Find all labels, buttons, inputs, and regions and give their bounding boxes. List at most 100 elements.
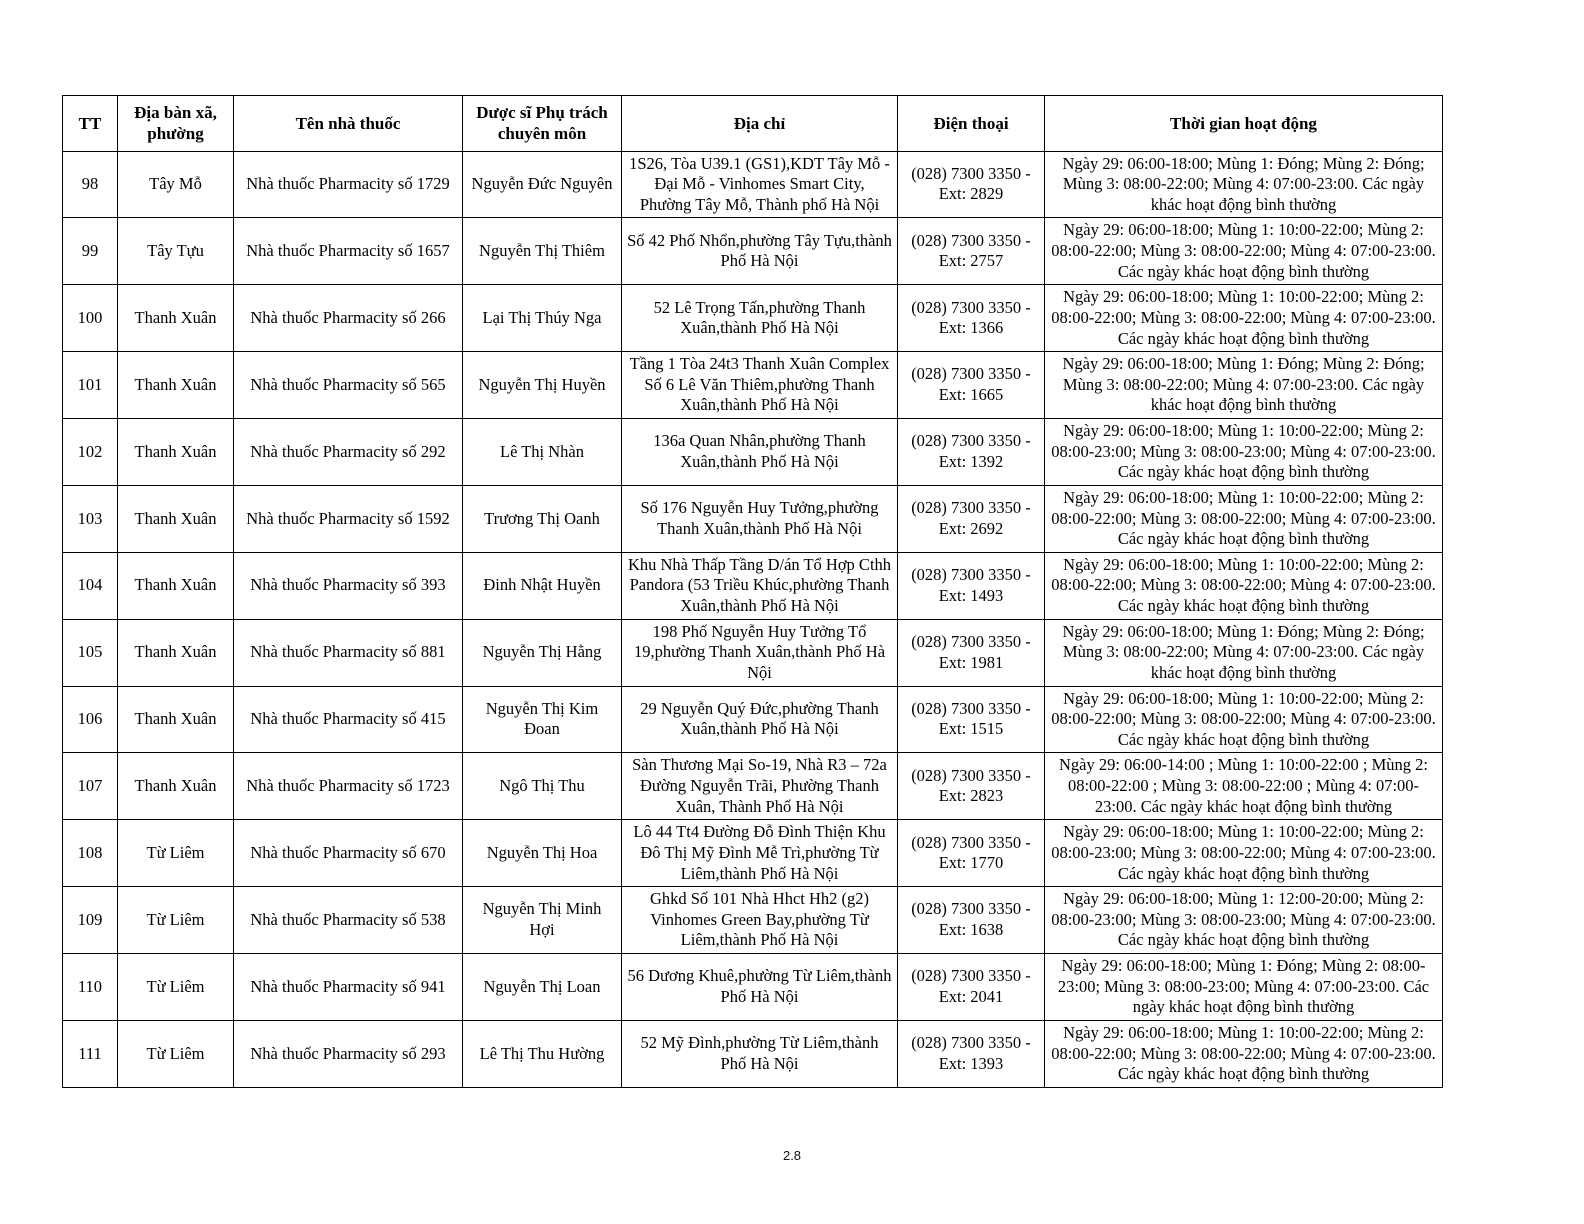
cell-tt: 108 xyxy=(62,819,118,888)
cell-phone: (028) 7300 3350 - Ext: 1638 xyxy=(897,886,1045,954)
cell-tt: 104 xyxy=(62,551,118,620)
cell-phone: (028) 7300 3350 - Ext: 1770 xyxy=(897,819,1045,888)
col-header-pharmacist: Dược sĩ Phụ trách chuyên môn xyxy=(462,95,622,152)
cell-ward: Thanh Xuân xyxy=(117,618,234,687)
cell-pharmacy: Nhà thuốc Pharmacity số 1723 xyxy=(233,752,463,821)
table-row: 110 Từ Liêm Nhà thuốc Pharmacity số 941 … xyxy=(62,953,1443,1021)
table-body: 98 Tây Mỗ Nhà thuốc Pharmacity số 1729 N… xyxy=(62,150,1443,1088)
cell-phone: (028) 7300 3350 - Ext: 1366 xyxy=(897,284,1045,353)
cell-phone: (028) 7300 3350 - Ext: 1393 xyxy=(897,1019,1045,1088)
cell-pharmacy: Nhà thuốc Pharmacity số 1657 xyxy=(233,217,463,286)
cell-ward: Từ Liêm xyxy=(117,819,234,888)
cell-pharmacy: Nhà thuốc Pharmacity số 538 xyxy=(233,886,463,954)
cell-pharmacy: Nhà thuốc Pharmacity số 1592 xyxy=(233,484,463,553)
table-row: 107 Thanh Xuân Nhà thuốc Pharmacity số 1… xyxy=(62,752,1443,821)
table-row: 106 Thanh Xuân Nhà thuốc Pharmacity số 4… xyxy=(62,685,1443,754)
table-row: 105 Thanh Xuân Nhà thuốc Pharmacity số 8… xyxy=(62,618,1443,687)
cell-pharmacist: Lê Thị Nhàn xyxy=(462,418,622,486)
cell-tt: 106 xyxy=(62,685,118,754)
cell-tt: 101 xyxy=(62,351,118,419)
cell-pharmacist: Nguyễn Thị Hằng xyxy=(462,618,622,687)
table-row: 100 Thanh Xuân Nhà thuốc Pharmacity số 2… xyxy=(62,284,1443,353)
col-header-address: Địa chỉ xyxy=(621,95,898,152)
cell-tt: 109 xyxy=(62,886,118,954)
table-row: 108 Từ Liêm Nhà thuốc Pharmacity số 670 … xyxy=(62,819,1443,888)
cell-pharmacist: Lê Thị Thu Hường xyxy=(462,1019,622,1088)
cell-hours: Ngày 29: 06:00-18:00; Mùng 1: Đóng; Mùng… xyxy=(1044,150,1443,219)
cell-address: 56 Dương Khuê,phường Từ Liêm,thành Phố H… xyxy=(621,953,898,1021)
cell-pharmacist: Nguyễn Thị Huyền xyxy=(462,351,622,419)
cell-phone: (028) 7300 3350 - Ext: 1981 xyxy=(897,618,1045,687)
cell-hours: Ngày 29: 06:00-18:00; Mùng 1: Đóng; Mùng… xyxy=(1044,953,1443,1021)
cell-pharmacy: Nhà thuốc Pharmacity số 565 xyxy=(233,351,463,419)
cell-pharmacist: Nguyễn Thị Kim Đoan xyxy=(462,685,622,754)
table-header-row: TT Địa bàn xã, phường Tên nhà thuốc Dược… xyxy=(62,95,1443,152)
cell-ward: Từ Liêm xyxy=(117,886,234,954)
table-row: 99 Tây Tựu Nhà thuốc Pharmacity số 1657 … xyxy=(62,217,1443,286)
cell-tt: 105 xyxy=(62,618,118,687)
cell-hours: Ngày 29: 06:00-18:00; Mùng 1: 12:00-20:0… xyxy=(1044,886,1443,954)
cell-pharmacy: Nhà thuốc Pharmacity số 1729 xyxy=(233,150,463,219)
cell-address: Số 176 Nguyễn Huy Tưởng,phường Thanh Xuâ… xyxy=(621,484,898,553)
cell-pharmacist: Nguyễn Thị Loan xyxy=(462,953,622,1021)
cell-hours: Ngày 29: 06:00-18:00; Mùng 1: Đóng; Mùng… xyxy=(1044,618,1443,687)
cell-hours: Ngày 29: 06:00-18:00; Mùng 1: 10:00-22:0… xyxy=(1044,819,1443,888)
cell-phone: (028) 7300 3350 - Ext: 2829 xyxy=(897,150,1045,219)
col-header-tt: TT xyxy=(62,95,118,152)
table-row: 109 Từ Liêm Nhà thuốc Pharmacity số 538 … xyxy=(62,886,1443,954)
cell-phone: (028) 7300 3350 - Ext: 1515 xyxy=(897,685,1045,754)
cell-tt: 98 xyxy=(62,150,118,219)
cell-hours: Ngày 29: 06:00-18:00; Mùng 1: 10:00-22:0… xyxy=(1044,418,1443,486)
pharmacy-table: TT Địa bàn xã, phường Tên nhà thuốc Dược… xyxy=(62,95,1443,1088)
cell-tt: 100 xyxy=(62,284,118,353)
cell-phone: (028) 7300 3350 - Ext: 2823 xyxy=(897,752,1045,821)
cell-hours: Ngày 29: 06:00-18:00; Mùng 1: 10:00-22:0… xyxy=(1044,284,1443,353)
cell-pharmacy: Nhà thuốc Pharmacity số 670 xyxy=(233,819,463,888)
cell-ward: Từ Liêm xyxy=(117,1019,234,1088)
cell-phone: (028) 7300 3350 - Ext: 1665 xyxy=(897,351,1045,419)
cell-hours: Ngày 29: 06:00-18:00; Mùng 1: 10:00-22:0… xyxy=(1044,551,1443,620)
cell-pharmacist: Lại Thị Thúy Nga xyxy=(462,284,622,353)
cell-ward: Thanh Xuân xyxy=(117,351,234,419)
cell-phone: (028) 7300 3350 - Ext: 2041 xyxy=(897,953,1045,1021)
col-header-ward: Địa bàn xã, phường xyxy=(117,95,234,152)
cell-phone: (028) 7300 3350 - Ext: 1392 xyxy=(897,418,1045,486)
cell-ward: Tây Mỗ xyxy=(117,150,234,219)
cell-address: Lô 44 Tt4 Đường Đỗ Đình Thiện Khu Đô Thị… xyxy=(621,819,898,888)
cell-ward: Thanh Xuân xyxy=(117,284,234,353)
cell-hours: Ngày 29: 06:00-18:00; Mùng 1: 10:00-22:0… xyxy=(1044,217,1443,286)
cell-pharmacist: Nguyễn Thị Minh Hợi xyxy=(462,886,622,954)
page-number: 2.8 xyxy=(782,1148,802,1163)
cell-pharmacist: Trương Thị Oanh xyxy=(462,484,622,553)
cell-ward: Từ Liêm xyxy=(117,953,234,1021)
col-header-hours: Thời gian hoạt động xyxy=(1044,95,1443,152)
cell-phone: (028) 7300 3350 - Ext: 2692 xyxy=(897,484,1045,553)
cell-ward: Thanh Xuân xyxy=(117,418,234,486)
cell-ward: Thanh Xuân xyxy=(117,752,234,821)
cell-pharmacist: Nguyễn Thị Thiêm xyxy=(462,217,622,286)
cell-tt: 107 xyxy=(62,752,118,821)
cell-hours: Ngày 29: 06:00-18:00; Mùng 1: 10:00-22:0… xyxy=(1044,484,1443,553)
col-header-phone: Điện thoại xyxy=(897,95,1045,152)
cell-tt: 102 xyxy=(62,418,118,486)
cell-hours: Ngày 29: 06:00-18:00; Mùng 1: 10:00-22:0… xyxy=(1044,1019,1443,1088)
cell-address: 29 Nguyễn Quý Đức,phường Thanh Xuân,thàn… xyxy=(621,685,898,754)
cell-address: 136a Quan Nhân,phường Thanh Xuân,thành P… xyxy=(621,418,898,486)
cell-pharmacy: Nhà thuốc Pharmacity số 292 xyxy=(233,418,463,486)
cell-pharmacy: Nhà thuốc Pharmacity số 941 xyxy=(233,953,463,1021)
cell-address: Số 42 Phố Nhổn,phường Tây Tựu,thành Phố … xyxy=(621,217,898,286)
cell-tt: 103 xyxy=(62,484,118,553)
cell-address: 52 Lê Trọng Tấn,phường Thanh Xuân,thành … xyxy=(621,284,898,353)
table-row: 103 Thanh Xuân Nhà thuốc Pharmacity số 1… xyxy=(62,484,1443,553)
cell-phone: (028) 7300 3350 - Ext: 2757 xyxy=(897,217,1045,286)
cell-address: Sàn Thương Mại So-19, Nhà R3 – 72a Đường… xyxy=(621,752,898,821)
cell-pharmacy: Nhà thuốc Pharmacity số 393 xyxy=(233,551,463,620)
cell-phone: (028) 7300 3350 - Ext: 1493 xyxy=(897,551,1045,620)
cell-pharmacist: Đinh Nhật Huyền xyxy=(462,551,622,620)
cell-hours: Ngày 29: 06:00-18:00; Mùng 1: 10:00-22:0… xyxy=(1044,685,1443,754)
cell-ward: Thanh Xuân xyxy=(117,551,234,620)
cell-address: 1S26, Tòa U39.1 (GS1),KDT Tây Mỗ - Đại M… xyxy=(621,150,898,219)
cell-address: Khu Nhà Thấp Tầng D/án Tổ Hợp Cthh Pando… xyxy=(621,551,898,620)
cell-address: Ghkd Số 101 Nhà Hhct Hh2 (g2) Vinhomes G… xyxy=(621,886,898,954)
